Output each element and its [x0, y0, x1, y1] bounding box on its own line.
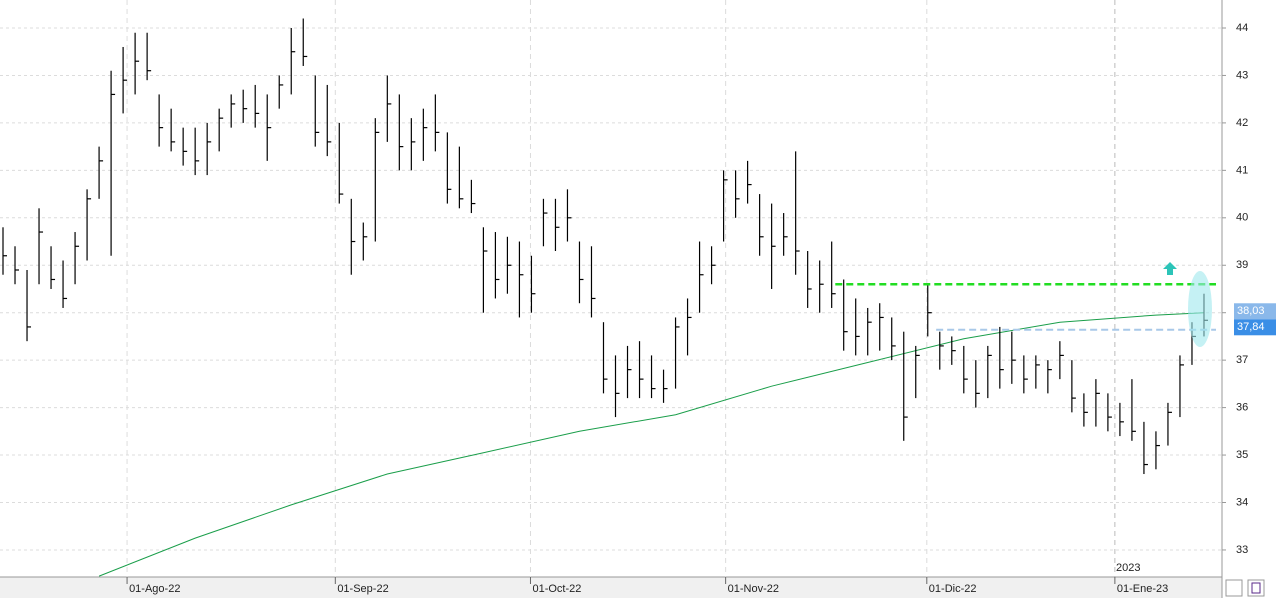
- x-tick-label: 01-Sep-22: [337, 583, 388, 595]
- up-arrow: [1163, 262, 1177, 275]
- icon-button[interactable]: [1247, 579, 1265, 597]
- x-tick-label: 01-Dic-22: [929, 583, 977, 595]
- y-tick-label: 40: [1236, 212, 1248, 224]
- x-tick-label: 01-Ago-22: [129, 583, 180, 595]
- y-tick-label: 41: [1236, 164, 1248, 176]
- icon-save: [1251, 582, 1261, 594]
- plot: [0, 0, 1222, 577]
- y-tick-label: 42: [1236, 117, 1248, 129]
- price-label-box: [1234, 319, 1276, 336]
- y-tick-label: 33: [1236, 544, 1248, 556]
- y-tick-label: 37: [1236, 354, 1248, 366]
- highlight-ellipse: [1188, 271, 1212, 347]
- x-tick-label: 01-Oct-22: [532, 583, 581, 595]
- price-label-box: [1234, 303, 1276, 320]
- price-label: 38,03: [1237, 305, 1265, 317]
- y-tick-label: 35: [1236, 449, 1248, 461]
- price-label: 37,84: [1237, 321, 1265, 333]
- y-tick-label: 36: [1236, 402, 1248, 414]
- x-axis-strip: [0, 577, 1222, 598]
- year-label: 2023: [1116, 562, 1140, 574]
- moving-average: [98, 312, 1205, 577]
- icon-button[interactable]: [1225, 579, 1243, 597]
- y-tick-label: 44: [1236, 22, 1248, 34]
- y-tick-label: 43: [1236, 69, 1248, 81]
- y-tick-label: 39: [1236, 259, 1248, 271]
- y-tick-label: 34: [1236, 496, 1248, 508]
- x-tick-label: 01-Ene-23: [1117, 583, 1168, 595]
- x-tick-label: 01-Nov-22: [728, 583, 779, 595]
